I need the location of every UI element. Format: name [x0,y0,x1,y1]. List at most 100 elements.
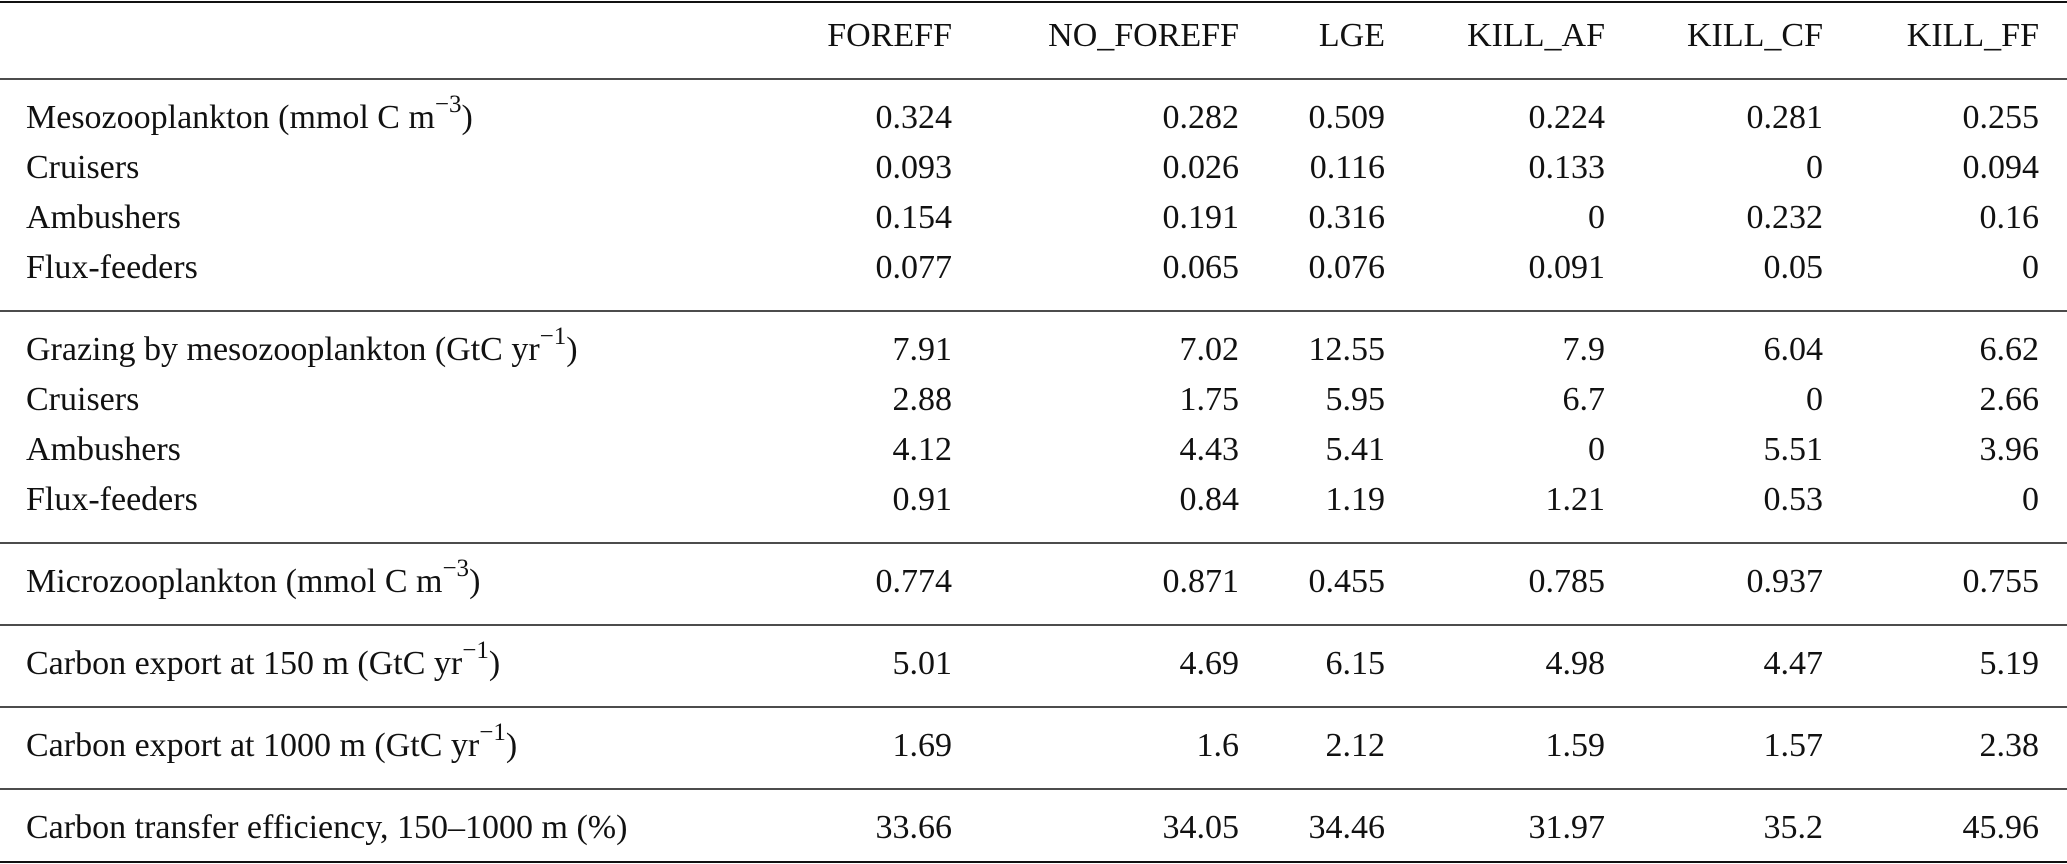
row-label: Flux-feeders [26,249,198,286]
cell-value: 45.96 [1963,809,2040,846]
cell-value: 0 [1588,199,1605,236]
cell-value: 0 [1588,431,1605,468]
cell-value: 6.15 [1326,645,1386,682]
cell-value: 0.255 [1963,99,2040,136]
cell-value: 7.02 [1180,331,1240,368]
cell-value: 31.97 [1529,809,1606,846]
column-header: KILL_CF [1687,17,1823,54]
cell-value: 0.509 [1309,99,1386,136]
cell-value: 0 [1806,381,1823,418]
cell-value: 4.98 [1546,645,1606,682]
cell-value: 1.69 [893,727,953,764]
cell-value: 0.455 [1309,563,1386,600]
label-text: Mesozooplankton (mmol C m [26,99,435,136]
column-header: LGE [1319,17,1385,54]
cell-value: 0.785 [1529,563,1606,600]
cell-value: 4.12 [893,431,953,468]
column-header: NO_FOREFF [1048,17,1239,54]
cell-value: 1.21 [1546,481,1606,518]
cell-value: 1.57 [1764,727,1824,764]
cell-value: 7.9 [1563,331,1606,368]
cell-value: 2.12 [1326,727,1386,764]
column-header: KILL_FF [1907,17,2039,54]
row-label: Mesozooplankton (mmol C m−3) [26,91,473,136]
cell-value: 3.96 [1980,431,2040,468]
cell-value: 0.093 [876,149,953,186]
cell-value: 1.75 [1180,381,1240,418]
label-text: ) [462,99,473,136]
label-superscript: −1 [540,323,567,350]
cell-value: 4.47 [1764,645,1824,682]
cell-value: 2.66 [1980,381,2040,418]
row-label: Cruisers [26,381,139,418]
cell-value: 2.88 [893,381,953,418]
cell-value: 35.2 [1764,809,1824,846]
label-superscript: −1 [479,719,506,746]
row-label: Grazing by mesozooplankton (GtC yr−1) [26,323,578,368]
cell-value: 1.6 [1197,727,1240,764]
cell-value: 0.755 [1963,563,2040,600]
cell-value: 34.46 [1309,809,1386,846]
cell-value: 1.19 [1326,481,1386,518]
label-text: Microzooplankton (mmol C m [26,563,442,600]
row-label: Flux-feeders [26,481,198,518]
cell-value: 0.282 [1163,99,1240,136]
row-label: Cruisers [26,149,139,186]
cell-value: 5.41 [1326,431,1386,468]
cell-value: 6.7 [1563,381,1606,418]
cell-value: 1.59 [1546,727,1606,764]
cell-value: 0.091 [1529,249,1606,286]
cell-value: 5.95 [1326,381,1386,418]
cell-value: 6.62 [1980,331,2040,368]
cell-value: 0.232 [1747,199,1824,236]
cell-value: 0.16 [1980,199,2040,236]
cell-value: 0 [2022,249,2039,286]
column-header: FOREFF [827,17,952,54]
cell-value: 5.51 [1764,431,1824,468]
cell-value: 0.53 [1764,481,1824,518]
cell-value: 5.01 [893,645,953,682]
row-label: Carbon export at 150 m (GtC yr−1) [26,637,500,682]
label-text: ) [506,727,517,764]
row-label: Ambushers [26,431,181,468]
cell-value: 0.026 [1163,149,1240,186]
label-text: Carbon export at 1000 m (GtC yr [26,727,480,764]
label-text: ) [489,645,500,682]
cell-value: 0.065 [1163,249,1240,286]
cell-value: 0.224 [1529,99,1606,136]
row-label: Ambushers [26,199,181,236]
cell-value: 33.66 [876,809,953,846]
column-header: KILL_AF [1467,17,1605,54]
cell-value: 0.324 [876,99,953,136]
cell-value: 5.19 [1980,645,2040,682]
cell-value: 0.316 [1309,199,1386,236]
cell-value: 12.55 [1309,331,1386,368]
cell-value: 6.04 [1764,331,1824,368]
cell-value: 4.43 [1180,431,1240,468]
cell-value: 0.154 [876,199,953,236]
label-text: Carbon export at 150 m (GtC yr [26,645,463,682]
cell-value: 0 [1806,149,1823,186]
cell-value: 0.133 [1529,149,1606,186]
label-superscript: −3 [442,555,469,582]
cell-value: 0.116 [1310,149,1385,186]
label-text: ) [566,331,577,368]
cell-value: 0.91 [893,481,953,518]
cell-value: 0.937 [1747,563,1824,600]
cell-value: 0.774 [876,563,953,600]
cell-value: 0.191 [1163,199,1240,236]
label-text: ) [469,563,480,600]
row-label: Carbon transfer efficiency, 150–1000 m (… [26,809,627,846]
cell-value: 0.076 [1309,249,1386,286]
cell-value: 0 [2022,481,2039,518]
cell-value: 0.077 [876,249,953,286]
cell-value: 34.05 [1163,809,1240,846]
label-superscript: −3 [435,91,462,118]
cell-value: 2.38 [1980,727,2040,764]
cell-value: 0.094 [1963,149,2040,186]
cell-value: 0.281 [1747,99,1824,136]
label-superscript: −1 [462,637,489,664]
cell-value: 7.91 [893,331,953,368]
cell-value: 0.84 [1180,481,1240,518]
